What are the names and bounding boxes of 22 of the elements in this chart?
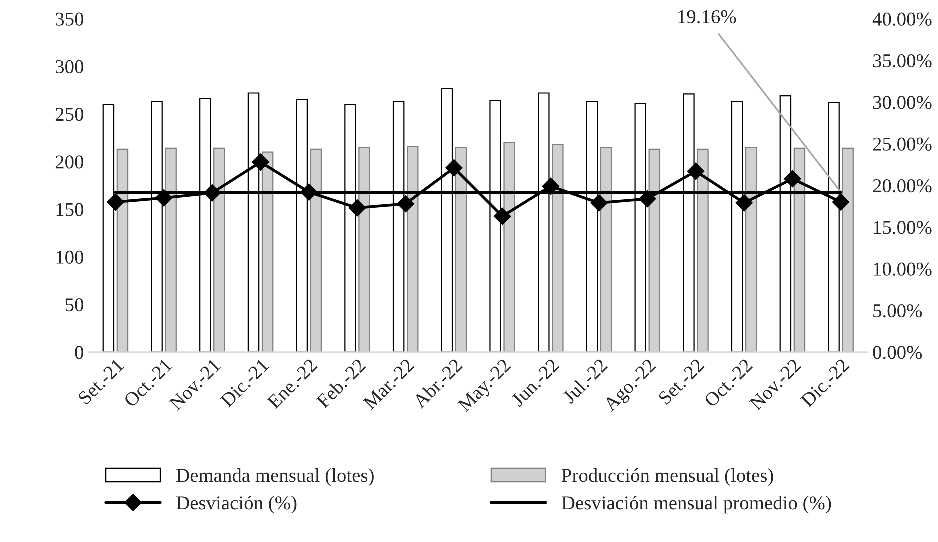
y2-tick-label: 25.00%: [873, 138, 932, 151]
y2-tick-label: 30.00%: [873, 96, 932, 110]
y-tick-label: 350: [56, 12, 84, 26]
y-tick-label: 150: [56, 203, 84, 216]
legend-label: Desviación mensual promedio (%): [562, 496, 832, 514]
legend-label: Desviación (%): [176, 496, 297, 514]
y-tick-label: 300: [56, 60, 84, 74]
legend-label: Demanda mensual (lotes): [176, 468, 374, 486]
y-tick-label: 200: [56, 156, 84, 169]
y-tick-label: 100: [56, 250, 84, 264]
legend-label: Producción mensual (lotes): [562, 468, 774, 486]
y2-tick-label: 35.00%: [873, 54, 932, 68]
y2-tick-label: 15.00%: [874, 221, 932, 234]
y2-tick-label: 20.00%: [873, 179, 932, 193]
y2-tick-label: 0.00%: [873, 346, 922, 360]
y-tick-label: 50: [66, 298, 84, 312]
annotation: 19.16%: [678, 10, 736, 24]
y2-tick-label: 10.00%: [874, 262, 932, 276]
y-tick-label: 0: [75, 346, 84, 360]
y2-tick-label: 40.00%: [872, 12, 932, 26]
y-tick-label: 250: [56, 108, 84, 122]
y2-tick-label: 5.00%: [874, 304, 922, 318]
